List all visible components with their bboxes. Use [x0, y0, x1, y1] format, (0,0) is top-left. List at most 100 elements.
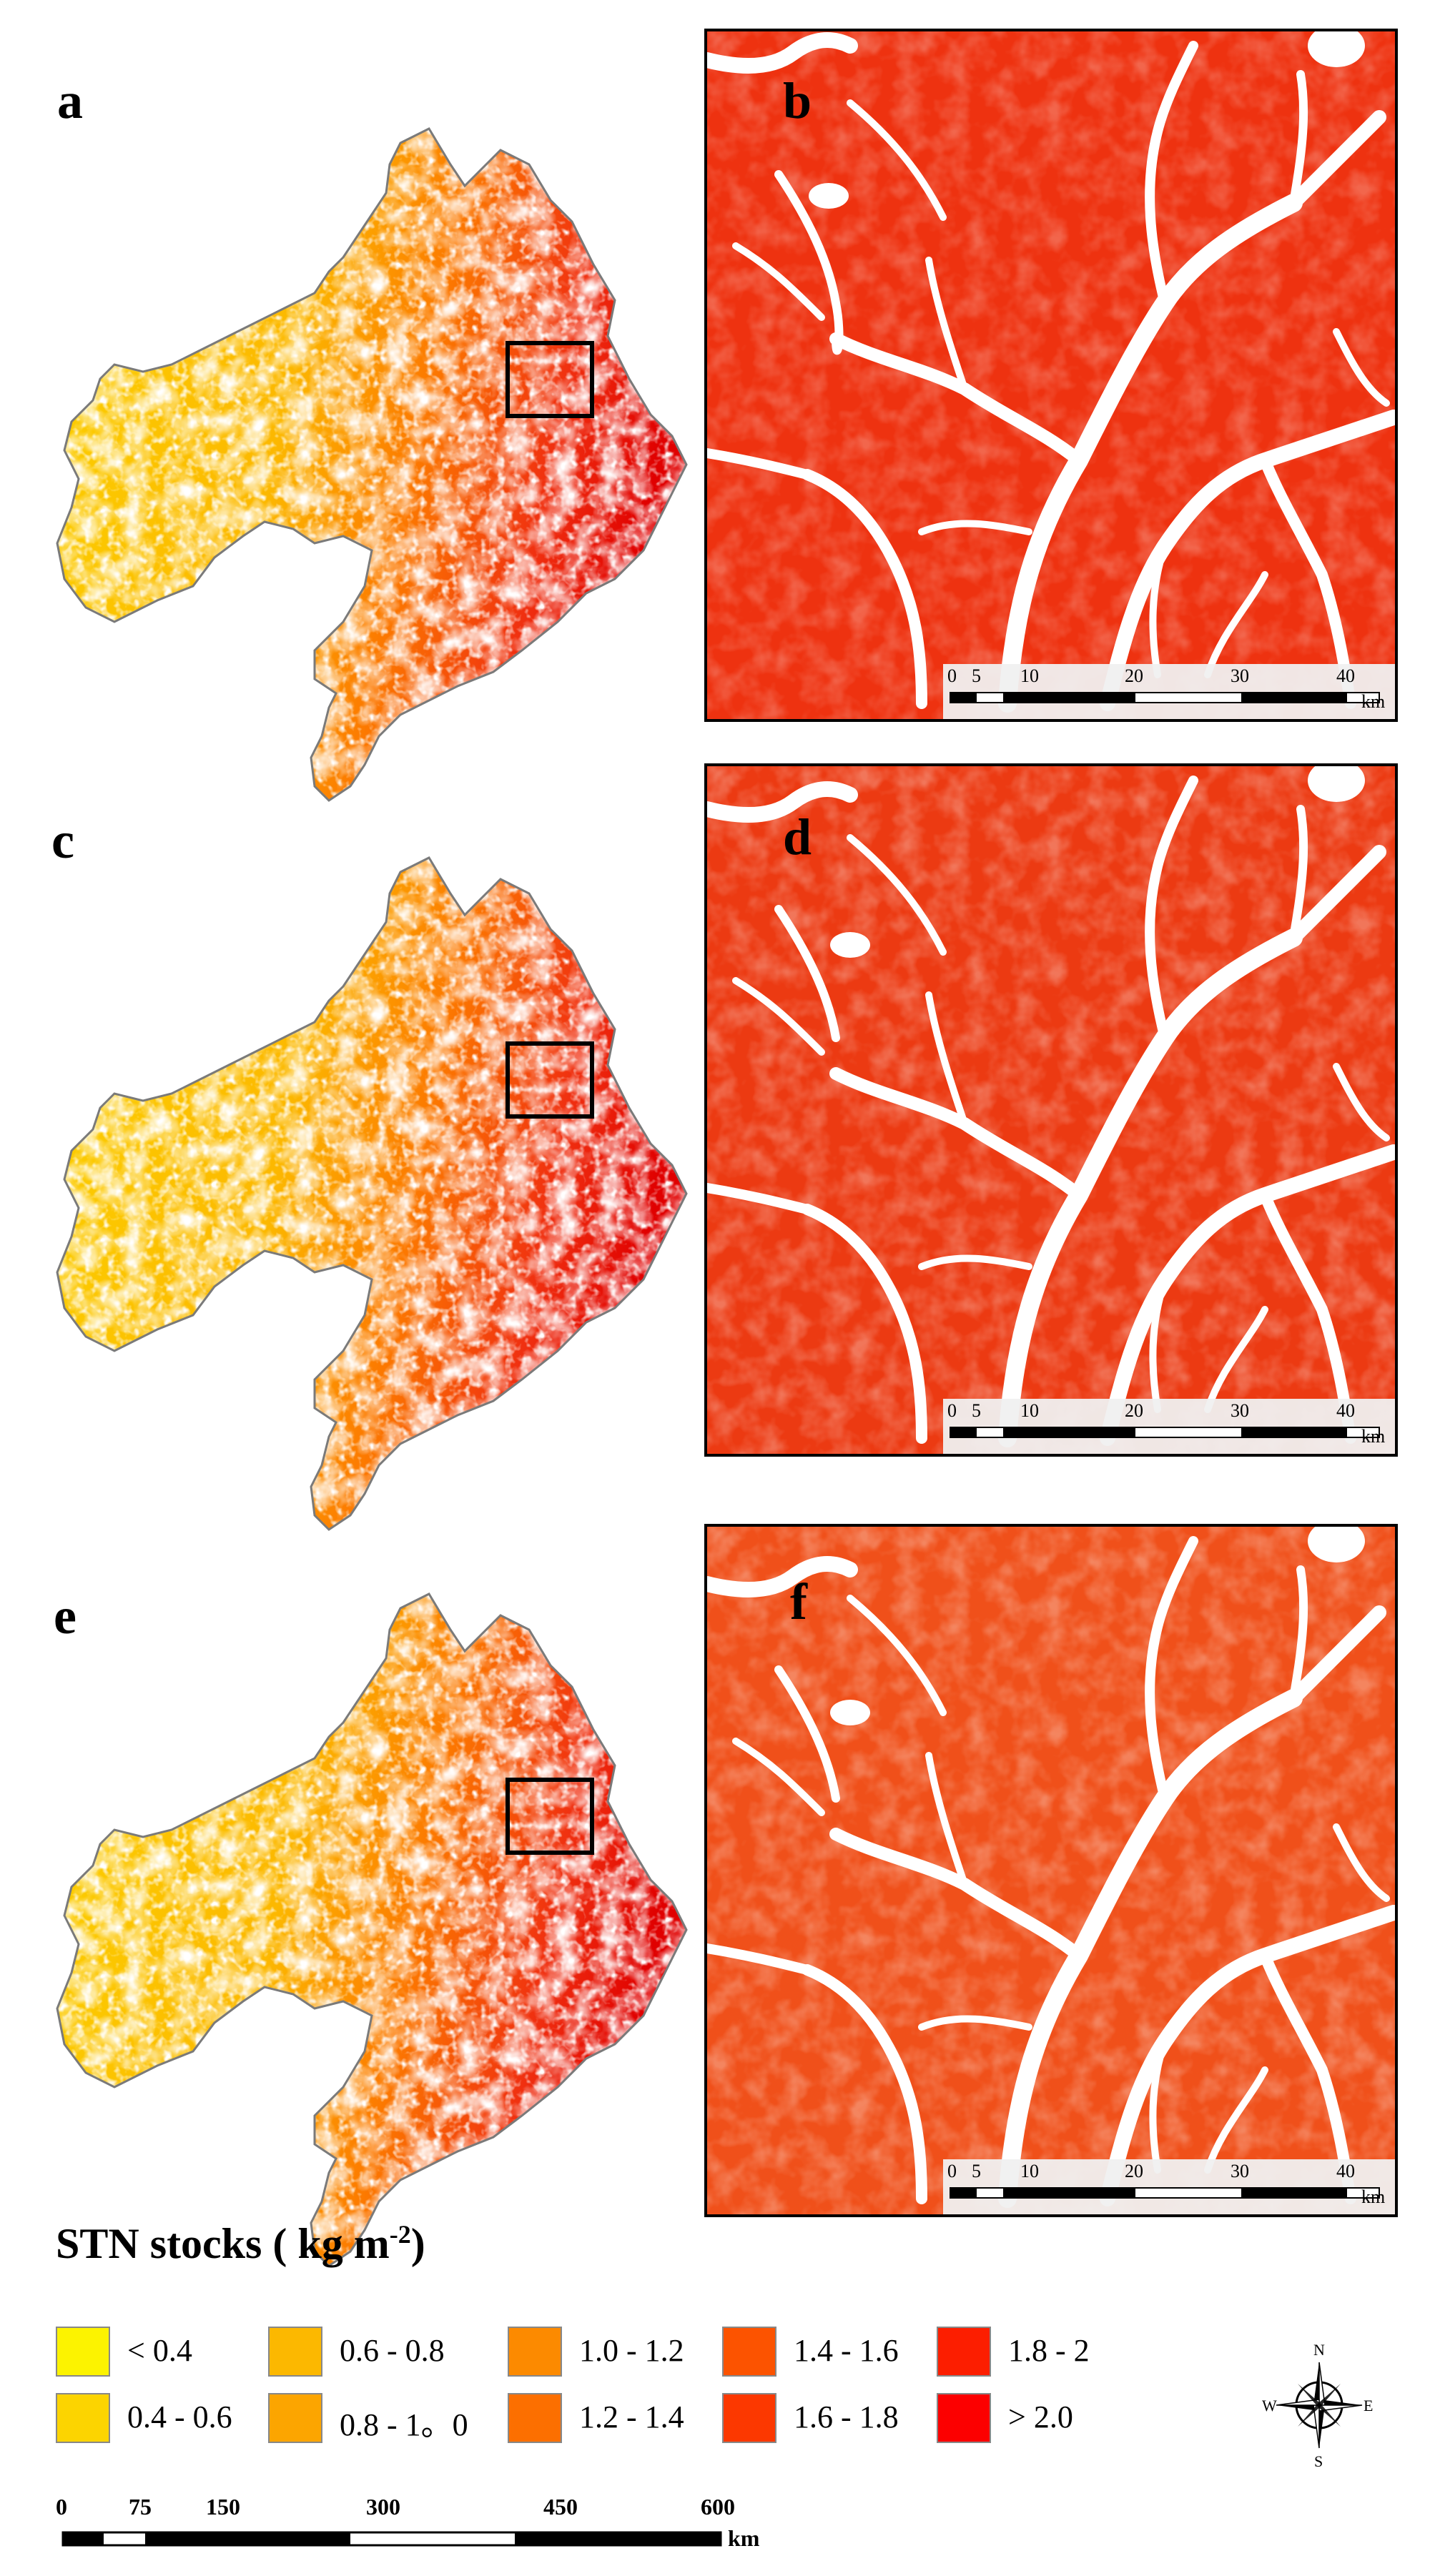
legend-item: 1.4 - 1.6 [722, 2327, 937, 2377]
province-map-e [29, 1544, 688, 2267]
legend-swatch [722, 2327, 776, 2377]
inset-scale-bar-d: 0 5 10 20 30 40 km [943, 1399, 1395, 1454]
legend-item: > 2.0 [937, 2393, 1151, 2443]
zoom-map-d: 0 5 10 20 30 40 km [704, 763, 1398, 1457]
panel-label-c: c [51, 812, 74, 869]
main-scale-bar: 0 75 150 300 450 600 km [50, 2484, 851, 2555]
province-map-a [29, 79, 688, 802]
legend-title: STN stocks ( kg m-2) [56, 2219, 425, 2269]
panel-label-e: e [54, 1587, 77, 1645]
inset-tick-10: 10 [1020, 2161, 1039, 2181]
legend-label: 1.0 - 1.2 [579, 2333, 684, 2368]
legend-label: 1.4 - 1.6 [794, 2333, 899, 2368]
reservoir-f [830, 1700, 870, 1725]
legend-label: 1.2 - 1.4 [579, 2399, 684, 2434]
panel-label-d: d [783, 808, 812, 866]
inset-tick-20: 20 [1125, 665, 1143, 686]
legend-swatch [56, 2327, 110, 2377]
province-map-c [29, 808, 688, 1531]
legend-label: 1.8 - 2 [1008, 2333, 1090, 2368]
inset-tick-10: 10 [1020, 1400, 1039, 1421]
province-outline-e [56, 1592, 688, 2267]
legend-title-main: STN stocks ( kg m [56, 2220, 390, 2267]
legend-label: > 2.0 [1008, 2399, 1073, 2434]
legend-swatch [937, 2393, 991, 2443]
panel-label-f: f [790, 1573, 807, 1630]
reservoir-b-2 [1308, 31, 1365, 67]
scale-tick-450: 450 [543, 2494, 578, 2520]
legend-title-superscript: -2 [389, 2220, 411, 2249]
legend-item: < 0.4 [56, 2327, 270, 2377]
inset-tick-20: 20 [1125, 1400, 1143, 1421]
inset-tick-5: 5 [972, 665, 981, 686]
inset-tick-40: 40 [1336, 1400, 1355, 1421]
zoom-map-f: 0 5 10 20 30 40 km [704, 1524, 1398, 2217]
province-map-e-svg [56, 1592, 688, 2267]
province-outline-c [56, 856, 688, 1531]
legend-label: < 0.4 [127, 2333, 192, 2368]
legend-swatch [268, 2393, 322, 2443]
legend-swatch [268, 2327, 322, 2377]
province-map-c-svg [56, 856, 688, 1531]
legend-swatch [56, 2393, 110, 2443]
north-arrow-compass-icon: N S E W [1262, 2341, 1376, 2470]
reservoir-d-2 [1308, 766, 1365, 802]
inset-tick-5: 5 [972, 1400, 981, 1421]
legend-label: 0.4 - 0.6 [127, 2399, 232, 2434]
scale-unit: km [728, 2525, 760, 2551]
zoom-map-b: 0 5 10 20 30 40 km [704, 29, 1398, 722]
river-network-f [707, 1536, 1395, 2208]
legend-item: 0.4 - 0.6 [56, 2393, 270, 2443]
inset-tick-30: 30 [1231, 2161, 1249, 2181]
reservoir-f-2 [1308, 1527, 1365, 1562]
scale-tick-75: 75 [129, 2494, 152, 2520]
inset-tick-40: 40 [1336, 665, 1355, 686]
inset-tick-10: 10 [1020, 665, 1039, 686]
legend-swatch [722, 2393, 776, 2443]
scale-tick-300: 300 [366, 2494, 400, 2520]
legend-item: 1.0 - 1.2 [508, 2327, 722, 2377]
compass-n: N [1313, 2341, 1325, 2359]
inset-scale-bar-f: 0 5 10 20 30 40 km [943, 2159, 1395, 2214]
legend-swatch [508, 2393, 562, 2443]
inset-tick-20: 20 [1125, 2161, 1143, 2181]
scale-tick-0: 0 [56, 2494, 67, 2520]
inset-unit: km [1361, 691, 1386, 712]
inset-scale-bar-b: 0 5 10 20 30 40 km [943, 664, 1395, 719]
legend-item: 0.8 - 1。0 [268, 2393, 483, 2443]
legend-item: 1.8 - 2 [937, 2327, 1151, 2377]
legend-item: 1.2 - 1.4 [508, 2393, 722, 2443]
panel-label-a: a [57, 72, 83, 129]
inset-tick-0: 0 [947, 1400, 957, 1421]
panel-label-b: b [783, 72, 812, 129]
inset-tick-30: 30 [1231, 665, 1249, 686]
legend-swatch [937, 2327, 991, 2377]
zoom-map-d-svg [707, 766, 1395, 1454]
inset-tick-40: 40 [1336, 2161, 1355, 2181]
zoom-map-f-svg [707, 1527, 1395, 2214]
zoom-extent-box-e [506, 1778, 594, 1855]
legend-item: 0.6 - 0.8 [268, 2327, 483, 2377]
inset-tick-30: 30 [1231, 1400, 1249, 1421]
legend-label: 0.8 - 1。0 [340, 2407, 468, 2442]
compass-s: S [1314, 2452, 1323, 2470]
reservoir-d [830, 932, 870, 958]
reservoir-b [809, 183, 849, 209]
legend-label: 1.6 - 1.8 [794, 2399, 899, 2434]
scale-tick-150: 150 [206, 2494, 240, 2520]
inset-unit: km [1361, 2186, 1386, 2207]
legend-item: 1.6 - 1.8 [722, 2393, 937, 2443]
zoom-map-b-svg [707, 31, 1395, 719]
inset-tick-0: 0 [947, 665, 957, 686]
legend-label: 0.6 - 0.8 [340, 2333, 445, 2368]
river-network-b [707, 32, 1395, 713]
river-network-d [707, 776, 1395, 1447]
province-map-a-svg [56, 127, 688, 802]
zoom-extent-box-a [506, 341, 594, 418]
inset-tick-0: 0 [947, 2161, 957, 2181]
inset-unit: km [1361, 1426, 1386, 1447]
scale-tick-600: 600 [701, 2494, 735, 2520]
inset-tick-5: 5 [972, 2161, 981, 2181]
zoom-extent-box-c [506, 1041, 594, 1119]
province-outline-a [56, 127, 688, 802]
